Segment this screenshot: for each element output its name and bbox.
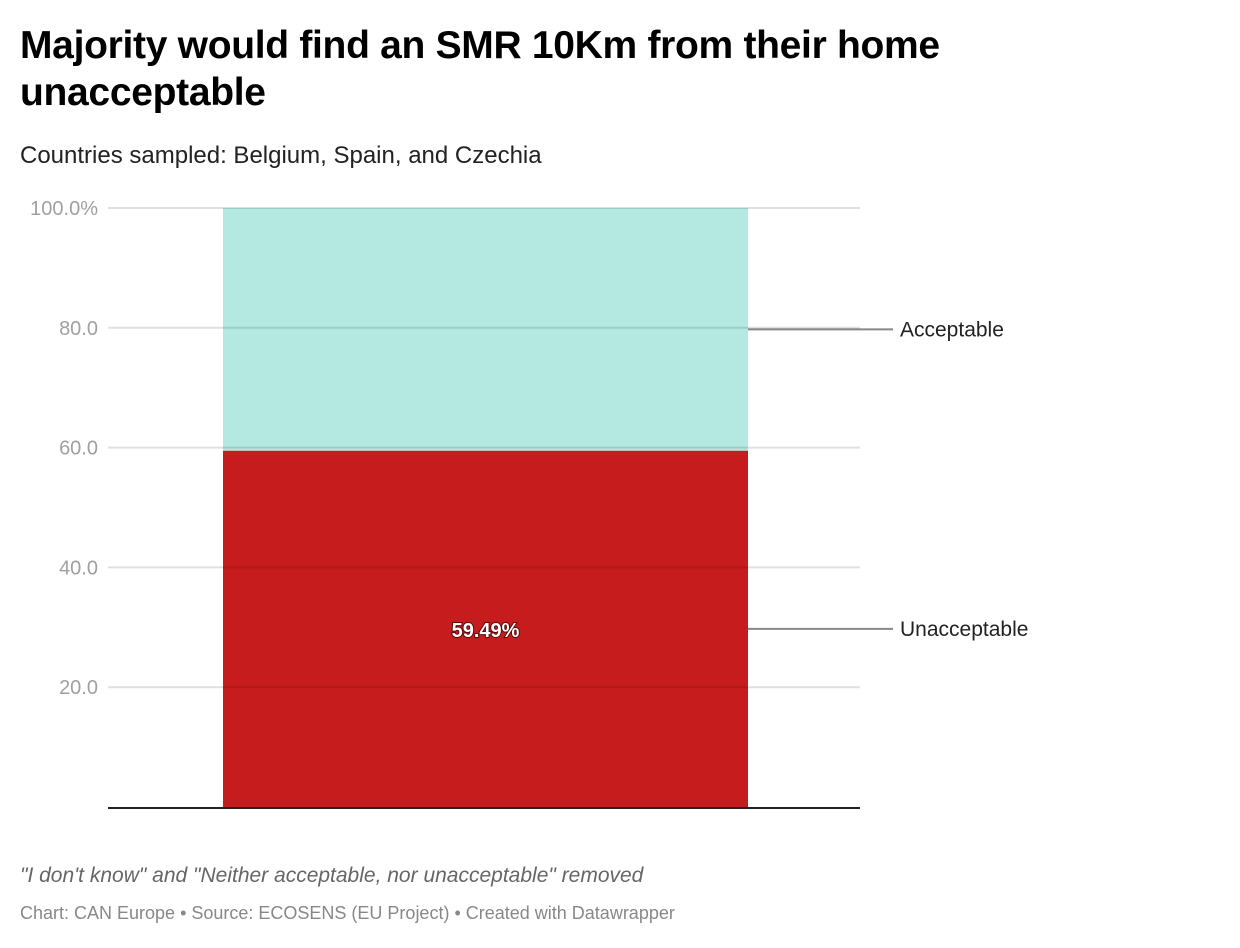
y-tick-label: 40.0 xyxy=(59,557,98,579)
chart-title: Majority would find an SMR 10Km from the… xyxy=(20,24,940,114)
series-label: Unacceptable xyxy=(900,618,1028,641)
y-tick-label: 80.0 xyxy=(59,318,98,340)
y-tick-label: 20.0 xyxy=(59,677,98,699)
chart-byline: Chart: CAN Europe • Source: ECOSENS (EU … xyxy=(20,903,675,923)
y-tick-label: 100.0% xyxy=(30,198,98,220)
chart-subtitle: Countries sampled: Belgium, Spain, and C… xyxy=(20,142,542,169)
data-label: 59.49% xyxy=(452,620,520,642)
bar-segment-unacceptable xyxy=(223,450,748,807)
y-tick-label: 60.0 xyxy=(59,438,98,460)
series-label: Acceptable xyxy=(900,318,1004,341)
bar-segment-acceptable xyxy=(223,208,748,451)
chart-notes: "I don't know" and "Neither acceptable, … xyxy=(20,864,644,887)
